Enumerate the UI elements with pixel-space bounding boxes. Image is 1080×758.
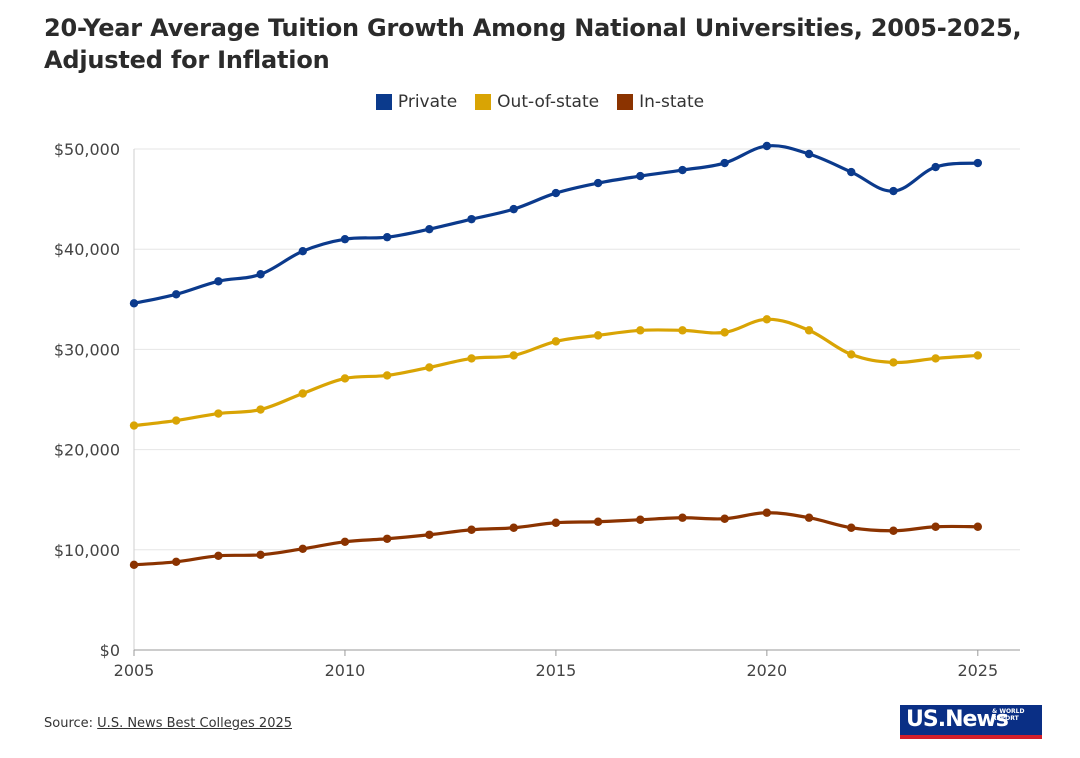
data-point-private <box>340 234 350 244</box>
data-point-out-of-state <box>551 337 561 346</box>
data-point-in-state <box>382 534 392 543</box>
data-point-private <box>931 162 940 172</box>
data-point-out-of-state <box>467 354 476 363</box>
data-point-out-of-state <box>171 416 181 425</box>
data-point-out-of-state <box>593 331 603 340</box>
legend: Private Out-of-state In-state <box>0 92 1080 112</box>
data-point-out-of-state <box>720 328 729 337</box>
legend-label-out-of-state: Out-of-state <box>497 92 600 112</box>
chart-title: 20-Year Average Tuition Growth Among Nat… <box>44 14 1022 74</box>
data-point-out-of-state <box>256 405 265 414</box>
data-point-out-of-state <box>678 326 687 335</box>
data-point-out-of-state <box>509 351 518 360</box>
data-point-in-state <box>889 526 898 535</box>
logo-subtext: & WORLD REPORT <box>992 708 1025 722</box>
data-point-in-state <box>973 522 983 531</box>
data-point-private <box>214 277 223 286</box>
data-point-in-state <box>214 551 223 561</box>
logo-red-bar <box>900 735 1042 739</box>
data-point-out-of-state <box>804 326 814 335</box>
data-point-in-state <box>636 515 645 524</box>
usnews-logo: US.News & WORLD REPORT <box>900 705 1042 741</box>
data-point-in-state <box>509 523 518 532</box>
data-point-in-state <box>762 508 772 517</box>
legend-swatch-private <box>375 94 392 110</box>
data-point-in-state <box>551 518 561 527</box>
data-point-private <box>551 188 561 198</box>
data-point-in-state <box>129 560 139 570</box>
data-point-out-of-state <box>931 354 940 363</box>
data-point-in-state <box>593 517 603 526</box>
logo-wordmark: US.News <box>900 705 1042 735</box>
legend-label-in-state: In-state <box>639 92 705 112</box>
data-point-out-of-state <box>847 350 856 359</box>
data-point-out-of-state <box>214 409 223 418</box>
data-point-private <box>171 290 181 299</box>
data-point-in-state <box>425 530 434 539</box>
source-prefix: Source: <box>44 716 98 731</box>
data-point-in-state <box>467 525 476 534</box>
y-tick-label: $20,000 <box>54 441 120 460</box>
x-tick-label: 2010 <box>325 661 366 680</box>
data-point-private <box>636 171 645 181</box>
legend-label-private: Private <box>397 92 458 112</box>
data-point-out-of-state <box>382 371 392 380</box>
source-footer: Source: U.S. News Best Colleges 2025 <box>44 716 292 731</box>
data-point-out-of-state <box>298 389 307 398</box>
data-point-private <box>382 232 392 242</box>
data-point-private <box>762 141 772 151</box>
line-chart: $0 $10,000 $20,000 $30,000 $40,000 $50,000 200… <box>54 140 1020 680</box>
source-link[interactable]: U.S. News Best Colleges 2025 <box>97 716 293 731</box>
data-point-private <box>889 186 898 196</box>
data-point-private <box>720 158 729 168</box>
data-point-out-of-state <box>973 351 983 360</box>
data-point-out-of-state <box>129 421 139 430</box>
data-point-private <box>678 165 687 175</box>
data-point-private <box>847 167 856 177</box>
data-point-in-state <box>720 514 729 523</box>
data-point-in-state <box>847 523 856 532</box>
data-point-in-state <box>340 537 350 546</box>
y-tick-label: $0 <box>100 641 120 660</box>
x-tick-label: 2005 <box>114 661 155 680</box>
data-point-private <box>256 270 265 279</box>
data-point-private <box>593 178 603 188</box>
data-point-private <box>298 247 307 256</box>
y-tick-label: $30,000 <box>54 340 120 359</box>
data-point-private <box>425 224 434 234</box>
data-point-in-state <box>804 513 814 522</box>
legend-swatch-in-state <box>617 94 634 110</box>
legend-item-private: Private <box>375 92 458 112</box>
data-point-in-state <box>931 522 940 531</box>
data-point-out-of-state <box>425 363 434 372</box>
data-point-private <box>467 214 476 224</box>
y-tick-label: $10,000 <box>54 541 120 560</box>
data-point-out-of-state <box>762 315 772 324</box>
data-point-in-state <box>171 557 181 567</box>
data-point-out-of-state <box>889 358 898 367</box>
x-tick-label: 2015 <box>536 661 577 680</box>
y-tick-label: $40,000 <box>54 240 120 259</box>
data-point-in-state <box>298 544 307 553</box>
x-tick-label: 2020 <box>746 661 787 680</box>
data-point-in-state <box>678 513 687 522</box>
legend-item-in-state: In-state <box>617 92 704 112</box>
y-tick-label: $50,000 <box>54 140 120 159</box>
data-point-in-state <box>256 550 265 560</box>
x-tick-label: 2025 <box>957 661 998 680</box>
data-point-private <box>804 149 814 159</box>
data-point-private <box>973 158 983 168</box>
legend-swatch-out-of-state <box>475 94 492 110</box>
data-point-private <box>509 204 518 214</box>
legend-item-out-of-state: Out-of-state <box>475 92 599 112</box>
data-point-private <box>129 299 139 308</box>
data-point-out-of-state <box>636 326 645 335</box>
data-point-out-of-state <box>340 374 350 383</box>
